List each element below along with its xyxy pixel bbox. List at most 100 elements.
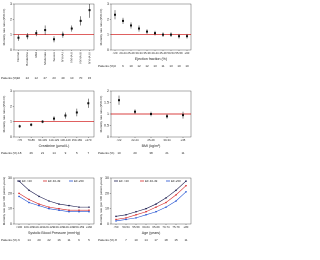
y-tick-label: 1.5 — [104, 100, 109, 104]
point — [125, 218, 127, 221]
x-tick-label: <22 — [117, 138, 122, 142]
point — [182, 114, 184, 117]
series-line — [18, 196, 89, 213]
x-tick-label: Severe — [52, 52, 56, 62]
patients-value: 12 — [35, 76, 39, 80]
point — [114, 13, 116, 16]
patients-label: Patients (%) — [1, 76, 17, 80]
point — [17, 36, 20, 39]
x-tick-label: 30-34 — [163, 138, 171, 142]
point — [145, 207, 147, 210]
point — [38, 204, 40, 207]
y-tick-label: 3 — [107, 2, 109, 6]
x-tick-label: 60-64 — [142, 225, 150, 229]
x-tick-label: Borderline — [25, 52, 29, 66]
y-tick-label: 10 — [105, 207, 109, 211]
point — [135, 217, 137, 219]
point — [185, 191, 187, 193]
x-tick-label: 130-149 — [60, 138, 71, 142]
point — [150, 113, 152, 115]
y-tick-label: 30 — [8, 176, 12, 180]
patients-label: Patients (%) — [98, 64, 114, 68]
point — [135, 214, 137, 216]
x-tick-label: <70 — [17, 138, 22, 142]
patients-label: Patients (%) — [1, 151, 17, 155]
plot-frame — [13, 90, 95, 138]
patients-value: 22 — [47, 238, 51, 242]
point — [125, 214, 127, 216]
x-tick-label: 40-44 — [151, 51, 159, 55]
point — [58, 209, 60, 211]
point — [175, 200, 177, 202]
series-line — [115, 185, 187, 220]
point — [134, 110, 136, 113]
x-tick-label: 55-59 — [175, 51, 183, 55]
x-axis-label: Creatinine (µmol/L) — [39, 144, 70, 148]
patients-value: 6 — [122, 64, 124, 68]
x-tick-label: ≥60 — [185, 51, 190, 55]
point — [38, 195, 40, 198]
point — [165, 201, 167, 204]
x-axis-label: BMI (kg/m²) — [142, 144, 161, 148]
x-tick-label: 70-74 — [162, 225, 170, 229]
x-tick-label: 150-159 — [74, 225, 85, 229]
point — [185, 184, 187, 187]
point — [28, 201, 30, 204]
point — [165, 197, 167, 199]
x-tick-label: Mild — [34, 52, 38, 58]
point — [88, 206, 90, 208]
point — [68, 204, 70, 207]
point — [75, 111, 78, 114]
patients-value: 6 — [78, 238, 80, 242]
patients-value: 10 — [177, 64, 181, 68]
patients-label: Patients (%) — [98, 151, 114, 155]
patients-value: 10 — [129, 64, 133, 68]
patients-value: 12 — [145, 64, 149, 68]
point — [87, 102, 90, 105]
point — [58, 203, 60, 205]
point — [88, 209, 90, 211]
point — [61, 33, 64, 36]
x-tick-label: 140-149 — [64, 225, 75, 229]
patients-value: 10 — [117, 151, 121, 155]
patients-value: 10 — [70, 76, 74, 80]
patients-value: 32 — [17, 76, 21, 80]
x-tick-label: 50-54 — [167, 51, 175, 55]
point — [162, 33, 164, 36]
patients-value: 14 — [52, 151, 56, 155]
x-tick-label: 65-69 — [152, 225, 160, 229]
y-axis-label: Mortality rate (per 100 patient-years) — [2, 177, 6, 226]
x-axis-label: Age (years) — [142, 231, 161, 235]
point — [78, 209, 80, 211]
point — [28, 198, 30, 201]
point — [115, 218, 117, 221]
x-tick-label: 130-139 — [54, 225, 65, 229]
x-tick-label: ≥170 — [85, 138, 92, 142]
point — [18, 195, 20, 198]
point — [118, 99, 120, 102]
x-axis-label: Ejection fraction (%) — [135, 57, 167, 61]
series-line — [18, 180, 89, 208]
patients-value: 10 — [185, 64, 189, 68]
legend-label: EF ≥50 — [74, 179, 84, 183]
patients-value: 21 — [41, 151, 45, 155]
patients-value: 38 — [149, 151, 153, 155]
patients-value: 11 — [181, 151, 184, 155]
point — [26, 35, 29, 38]
patients-value: 22 — [26, 76, 30, 80]
y-tick-label: 2 — [10, 104, 12, 108]
x-tick-label: ≥80 — [184, 225, 189, 229]
patients-value: 20 — [133, 151, 137, 155]
x-tick-label: 35-39 — [143, 51, 151, 55]
y-tick-label: 30 — [105, 176, 109, 180]
y-tick-label: 0 — [107, 48, 109, 52]
point — [186, 35, 188, 38]
x-tick-label: <100 — [16, 225, 23, 229]
x-tick-label: NYHA III — [78, 52, 82, 64]
point — [125, 217, 127, 219]
patients-label: Patients (%) — [98, 238, 114, 242]
x-tick-label: Normal — [16, 52, 20, 62]
plot-frame — [13, 177, 95, 225]
